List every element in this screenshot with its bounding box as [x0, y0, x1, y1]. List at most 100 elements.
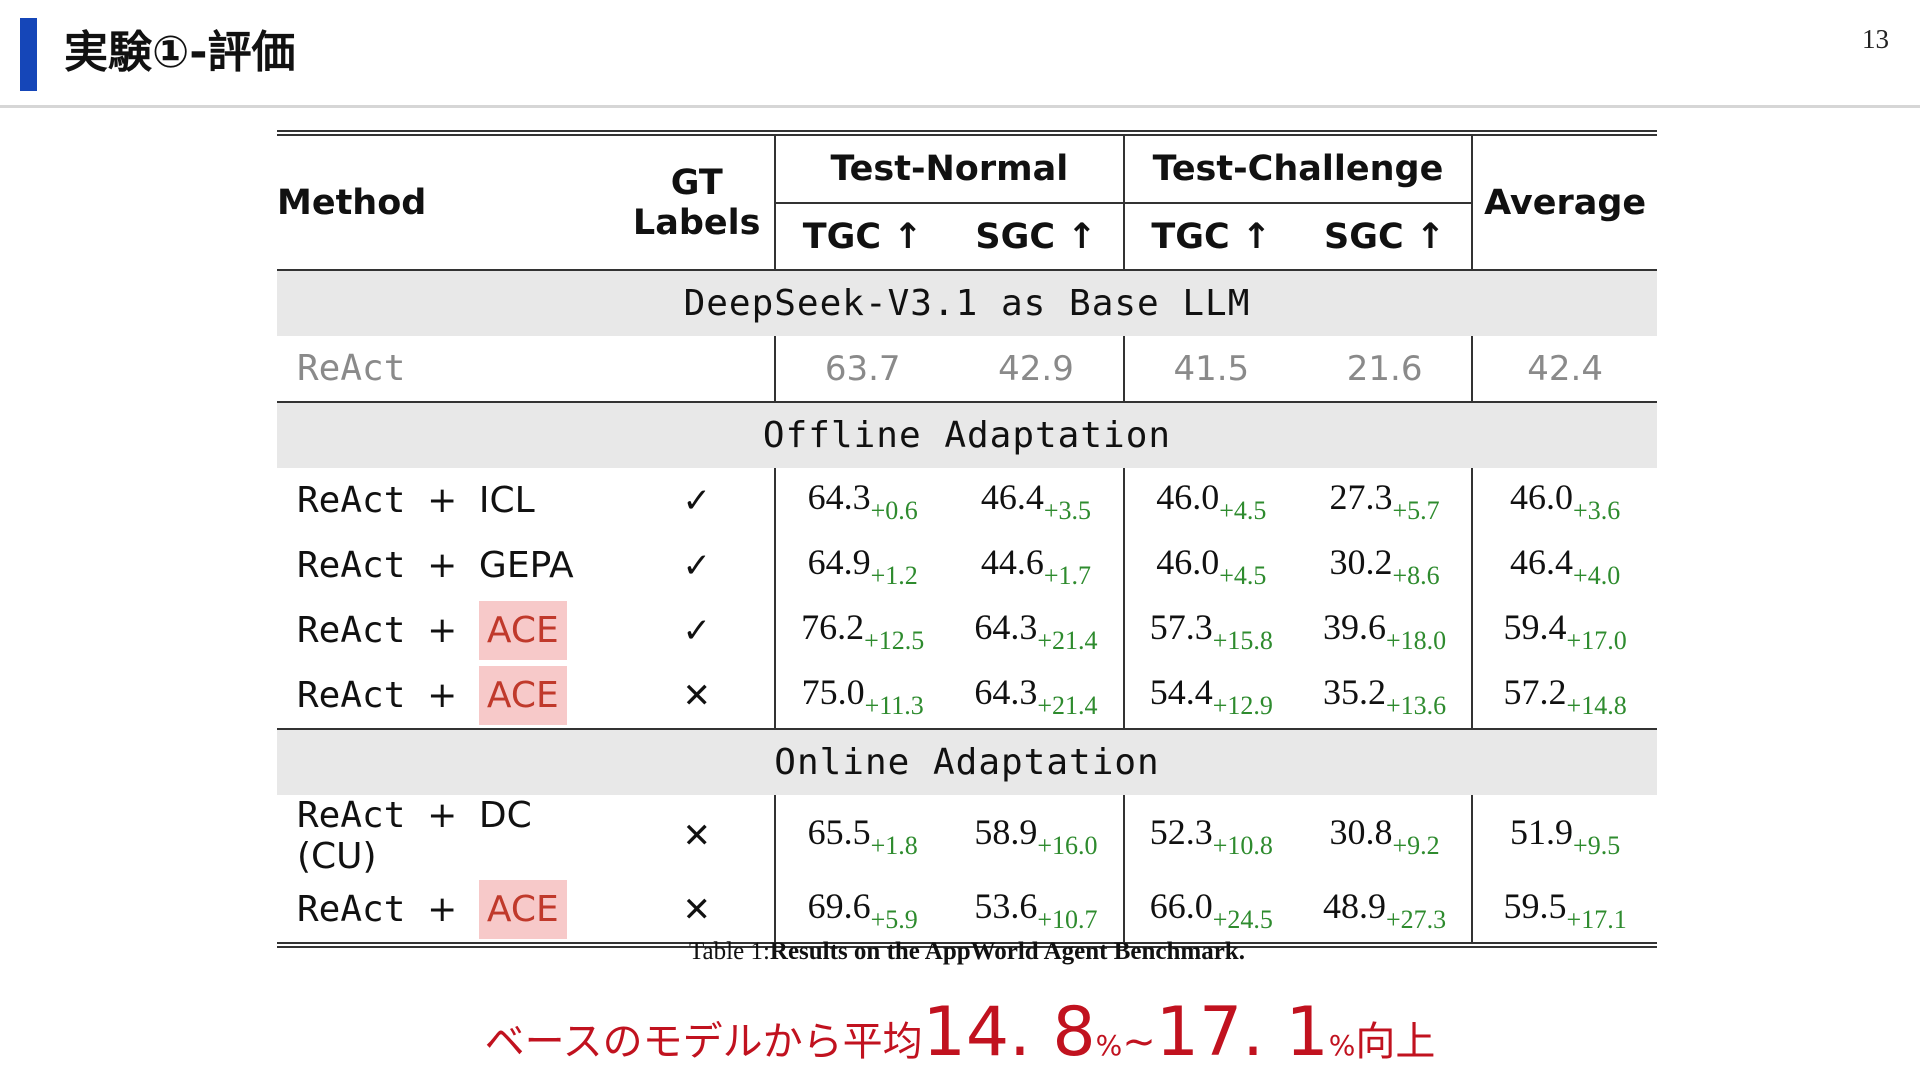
- delta: +18.0: [1386, 625, 1447, 655]
- header-test-normal: Test-Normal: [774, 130, 1124, 204]
- table-row-baseline: ReAct 63.7 42.9 41.5 21.6 42.4: [277, 336, 1657, 403]
- value-cell: 66.0+24.5: [1122, 877, 1298, 948]
- header-normal-sgc: SGC ↑: [949, 203, 1124, 271]
- value-cell: 51.9+9.5: [1471, 795, 1657, 877]
- value: 52.3: [1149, 812, 1213, 852]
- value-cell: 76.2+12.5: [774, 598, 950, 663]
- method-plus: +: [427, 675, 458, 716]
- delta: +14.8: [1566, 690, 1627, 720]
- value-cell: 65.5+1.8: [774, 795, 950, 877]
- value: 53.6: [974, 885, 1038, 926]
- method-base: ReAct: [297, 480, 406, 521]
- method-base: ReAct: [297, 889, 406, 930]
- table-row: ReAct + ACE ✕ 75.0+11.3 64.3+21.4 54.4+12.9 3…: [277, 663, 1657, 729]
- value: 59.5: [1503, 885, 1567, 926]
- header-challenge-tgc: TGC ↑: [1122, 203, 1298, 271]
- value-cell: 52.3+10.8: [1122, 795, 1298, 877]
- delta: +0.6: [870, 495, 918, 525]
- delta: +1.8: [870, 831, 918, 860]
- value: 64.3: [974, 606, 1038, 647]
- method-plus: +: [427, 545, 458, 586]
- value-cell: 35.2+13.6: [1298, 663, 1472, 729]
- header-challenge-sgc: SGC ↑: [1297, 203, 1473, 271]
- delta: +5.9: [870, 904, 918, 934]
- delta: +17.0: [1566, 625, 1627, 655]
- method-base: ReAct: [297, 675, 406, 716]
- value-cell: 42.9: [949, 336, 1124, 403]
- caption-text: Results on the AppWorld Agent Benchmark.: [769, 938, 1245, 965]
- slide-title: 実験①-評価: [64, 27, 296, 78]
- value: 46.4: [1510, 541, 1574, 582]
- delta: +24.5: [1212, 904, 1273, 934]
- takeaway-text: ベースのモデルから平均14. 8%~17. 1%向上: [0, 993, 1920, 1072]
- delta: +3.6: [1573, 495, 1621, 525]
- value: 59.4: [1503, 606, 1567, 647]
- value: 57.2: [1503, 671, 1567, 712]
- table-row: ReAct + ACE ✓ 76.2+12.5 64.3+21.4 57.3+15.8 3…: [277, 598, 1657, 663]
- takeaway-tilde: ~: [1122, 1019, 1156, 1065]
- value: 66.0: [1149, 885, 1213, 926]
- value: 46.0: [1510, 476, 1574, 517]
- method-variant: ACE: [478, 666, 567, 725]
- table-row: ReAct + DC (CU) ✕ 65.5+1.8 58.9+16.0 52.3+10…: [277, 795, 1657, 877]
- delta: +12.5: [864, 625, 925, 655]
- table-row: ReAct + ICL ✓ 64.3+0.6 46.4+3.5 46.0+4.5 27.3…: [277, 468, 1657, 533]
- value-cell: 46.0+3.6: [1471, 468, 1657, 533]
- header-average: Average: [1471, 130, 1657, 271]
- value-cell: 30.8+9.2: [1298, 795, 1472, 877]
- value-cell: 64.3+21.4: [949, 663, 1123, 729]
- value-cell: 57.3+15.8: [1122, 598, 1298, 663]
- value-cell: 69.6+5.9: [774, 877, 950, 948]
- method-variant: ACE: [478, 601, 567, 660]
- gt-label-mark: ✓: [682, 545, 711, 586]
- value: 58.9: [974, 812, 1038, 852]
- value: 64.3: [807, 476, 871, 517]
- title-divider: [0, 105, 1920, 108]
- takeaway-tail: 向上: [1355, 1019, 1436, 1065]
- value: 54.4: [1149, 671, 1213, 712]
- value-cell: 46.0+4.5: [1122, 468, 1298, 533]
- delta: +5.7: [1392, 495, 1440, 525]
- group-label-online: Online Adaptation: [277, 728, 1657, 795]
- table-row: ReAct + GEPA ✓ 64.9+1.2 44.6+1.7 46.0+4.5 30.…: [277, 533, 1657, 598]
- value: 30.8: [1329, 812, 1393, 852]
- title-accent-bar: [20, 18, 37, 91]
- gt-label-mark: ✕: [682, 675, 711, 716]
- delta: +4.5: [1219, 495, 1267, 525]
- gt-label-mark: ✓: [682, 610, 711, 651]
- value-cell: 58.9+16.0: [949, 795, 1123, 877]
- delta: +9.5: [1573, 831, 1621, 860]
- value-cell: 59.4+17.0: [1471, 598, 1657, 663]
- value: 64.3: [974, 671, 1038, 712]
- value: 57.3: [1149, 606, 1213, 647]
- value: 44.6: [980, 541, 1044, 582]
- method-plus: +: [427, 610, 458, 651]
- header-gt-labels: GT Labels: [619, 130, 776, 271]
- value: 46.4: [980, 476, 1044, 517]
- value: 35.2: [1323, 671, 1387, 712]
- value-cell: 53.6+10.7: [949, 877, 1124, 948]
- value-cell: 30.2+8.6: [1298, 533, 1472, 598]
- value: 30.2: [1329, 541, 1393, 582]
- page-number: 13: [1862, 24, 1889, 54]
- value-cell: 48.9+27.3: [1297, 877, 1473, 948]
- value-cell: 64.3+21.4: [949, 598, 1123, 663]
- value-cell: 63.7: [774, 336, 950, 403]
- delta: +10.7: [1037, 904, 1098, 934]
- value: 27.3: [1329, 476, 1393, 517]
- method-name: ReAct + ACE: [277, 598, 619, 663]
- value-cell: 57.2+14.8: [1471, 663, 1657, 729]
- method-name: ReAct + GEPA: [277, 533, 619, 598]
- value: 48.9: [1323, 885, 1387, 926]
- gt-label-mark: ✕: [619, 877, 776, 948]
- value-cell: 44.6+1.7: [949, 533, 1123, 598]
- value: 46.0: [1156, 476, 1220, 517]
- delta: +1.7: [1043, 560, 1092, 590]
- delta: +12.9: [1212, 690, 1273, 720]
- table-row: ReAct + ACE ✕ 69.6+5.9 53.6+10.7 66.0+24.5 48…: [277, 877, 1657, 948]
- method-variant: GEPA: [478, 545, 574, 586]
- header-test-challenge: Test-Challenge: [1122, 130, 1473, 204]
- table-caption: Table 1:Results on the AppWorld Agent Be…: [277, 938, 1657, 966]
- value-cell: 21.6: [1297, 336, 1473, 403]
- header-normal-tgc: TGC ↑: [774, 203, 950, 271]
